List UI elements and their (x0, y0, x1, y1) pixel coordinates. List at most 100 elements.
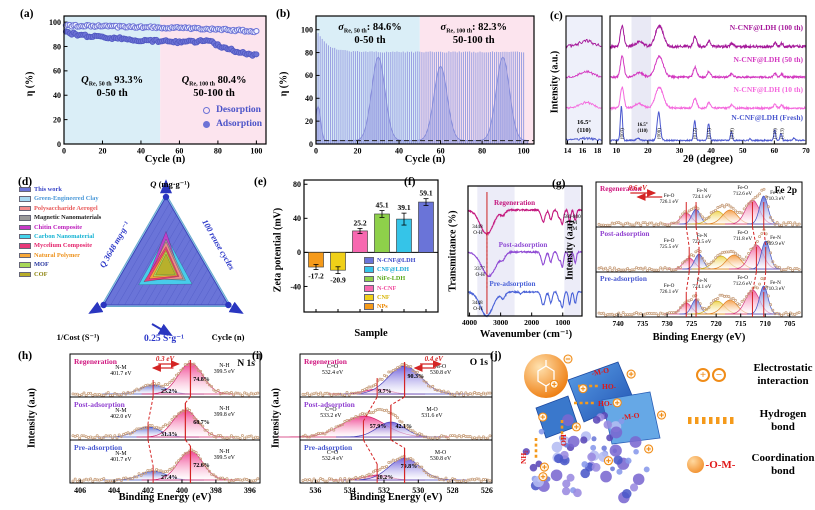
svg-text:80: 80 (293, 180, 301, 189)
svg-text:HO-: HO- (598, 399, 613, 408)
svg-text:-17.2: -17.2 (308, 272, 324, 281)
panel-i-o1s-xps: Regeneration C=O 532.4 eV M-O 530.8 eV 9.7% 90… (266, 346, 504, 510)
svg-text:14: 14 (564, 146, 572, 155)
svg-text:710.3 eV: 710.3 eV (766, 196, 785, 202)
svg-text:50-100 th: 50-100 th (453, 35, 495, 46)
svg-text:60: 60 (53, 67, 61, 76)
svg-text:402.0 eV: 402.0 eV (110, 414, 132, 420)
svg-text:401.7 eV: 401.7 eV (110, 371, 132, 377)
legend-magnetic: Magnetic Nanomaterials (34, 214, 102, 222)
svg-text:401.7 eV: 401.7 eV (110, 457, 132, 463)
svg-text:720: 720 (711, 319, 723, 328)
svg-text:25.2: 25.2 (353, 218, 366, 227)
svg-text:40: 40 (137, 147, 145, 156)
o-m-symbol: -O-M- (705, 458, 736, 471)
svg-text:1000: 1000 (555, 318, 570, 327)
panel-label-b: (b) (276, 8, 291, 20)
svg-text:735: 735 (637, 319, 649, 328)
svg-text:Fe-O: Fe-O (737, 275, 748, 281)
legend-desorption: Desorption (216, 105, 261, 115)
desorption-marker-icon (203, 106, 211, 114)
svg-text:532.4 eV: 532.4 eV (322, 370, 344, 376)
panel-a-chart: 0 20 40 60 80 100 0 20 40 60 80 100 QRe, 50 th 93.3%… (49, 15, 267, 156)
svg-text:406: 406 (74, 486, 86, 495)
svg-text:10: 10 (613, 146, 621, 155)
svg-text:730: 730 (661, 319, 673, 328)
legend-aerogel: Polysaccharide Aerogel (34, 204, 98, 212)
panel-label-a: (a) (20, 8, 34, 20)
svg-text:40: 40 (395, 147, 403, 156)
panel-h-ylabel: Intensity (a.u) (26, 387, 38, 449)
svg-text:C=O: C=O (327, 364, 338, 370)
svg-text:80: 80 (478, 147, 486, 156)
svg-text:711.8 eV: 711.8 eV (733, 236, 752, 242)
legend-cnf-ldh: CNF@LDH (377, 266, 409, 274)
svg-text:σRe, 50 th: 84.6%: σRe, 50 th: 84.6% (338, 22, 402, 35)
swatch-clay (19, 196, 31, 202)
legend-clay: Green-Engineered Clay (34, 195, 99, 203)
svg-text:400: 400 (176, 486, 188, 495)
svg-text:0.4 eV: 0.4 eV (425, 355, 445, 363)
svg-text:O-M: O-M (567, 220, 577, 226)
svg-text:57.9%: 57.9% (370, 424, 387, 430)
panel-a-legend: Desorption Adsorption (203, 103, 262, 131)
legend-electrostatic-label: Electrostatic interaction (753, 362, 813, 387)
panel-a-xlabel: Cycle (n) (144, 154, 186, 165)
svg-text:80: 80 (53, 42, 61, 51)
svg-text:90.3%: 90.3% (407, 374, 424, 380)
minus-icon: − (712, 367, 726, 382)
svg-text:(110): (110) (637, 129, 648, 134)
coordination-bond-icon: -O-M- (678, 456, 744, 473)
panel-c-xrd: 14 16 18 16.5° (110) N-CNF@LDH (100 th) N-CNF@… (546, 4, 814, 170)
swatch-cof (19, 271, 31, 278)
svg-text:709.9 eV: 709.9 eV (766, 241, 785, 247)
legend-nife-ldh: NiFe-LDH (377, 275, 406, 283)
panel-g-ylabel: Intensity (a.u) (564, 219, 576, 281)
svg-text:20: 20 (98, 147, 106, 156)
svg-text:N-H: N-H (219, 363, 230, 369)
svg-text:715: 715 (735, 319, 747, 328)
svg-text:Fe-N: Fe-N (697, 188, 708, 194)
swatch-polymer (19, 252, 31, 259)
svg-text:Regeneration: Regeneration (494, 199, 535, 207)
svg-text:530: 530 (412, 486, 424, 495)
svg-text:HO-: HO- (602, 382, 617, 391)
svg-text:0-50 th: 0-50 th (354, 35, 385, 46)
swatch-aerogel (19, 205, 31, 212)
swatch-cnf (364, 294, 374, 301)
swatch-carbon (19, 233, 31, 240)
svg-text:2000: 2000 (524, 318, 539, 327)
swatch-magnetic (19, 215, 31, 221)
legend-ncnf-ldh: N-CNF@LDH (377, 257, 416, 264)
svg-text:Pre-adsorption: Pre-adsorption (74, 443, 123, 452)
svg-text:530.8 eV: 530.8 eV (430, 456, 452, 462)
svg-text:50: 50 (739, 146, 747, 155)
panel-b-ylabel: η (%) (278, 71, 290, 97)
panel-h-n1s-xps: Regeneration N-M 401.7 eV N-H 399.5 eV 25.2% 7… (14, 346, 302, 510)
svg-text:0: 0 (62, 147, 66, 156)
svg-text:Fe-O: Fe-O (664, 283, 675, 289)
svg-text:399.5 eV: 399.5 eV (214, 455, 236, 461)
panel-e-legend: N-CNF@LDH CNF@LDH NiFe-LDH N-CNF CNF NPs (364, 256, 415, 311)
svg-text:68.7%: 68.7% (193, 420, 210, 426)
legend-chitin: Chitin Composite (34, 223, 83, 231)
svg-text:399.8 eV: 399.8 eV (214, 412, 236, 418)
svg-text:-M-O: -M-O (591, 365, 611, 378)
svg-text:40: 40 (707, 146, 715, 155)
legend-adsorption: Adsorption (216, 119, 262, 129)
swatch-mof (19, 262, 31, 268)
svg-text:16.5°: 16.5° (577, 119, 591, 126)
svg-text:0: 0 (57, 140, 61, 149)
svg-text:0-50 th: 0-50 th (96, 88, 127, 99)
swatch-mycelium (19, 243, 31, 249)
panel-e-chart: -40 0 40 80 -17.2 -20.9 25.2 45.1 39.1 59.1 (290, 179, 439, 313)
svg-text:530.8 eV: 530.8 eV (430, 370, 452, 376)
svg-text:Q (mg·g⁻¹): Q (mg·g⁻¹) (150, 179, 190, 189)
legend-coordination-row: -O-M- Coordination bond (678, 452, 815, 477)
svg-text:O 1s: O 1s (470, 358, 489, 368)
svg-text:526: 526 (481, 486, 493, 495)
swatch-cnf-ldh (364, 266, 374, 274)
